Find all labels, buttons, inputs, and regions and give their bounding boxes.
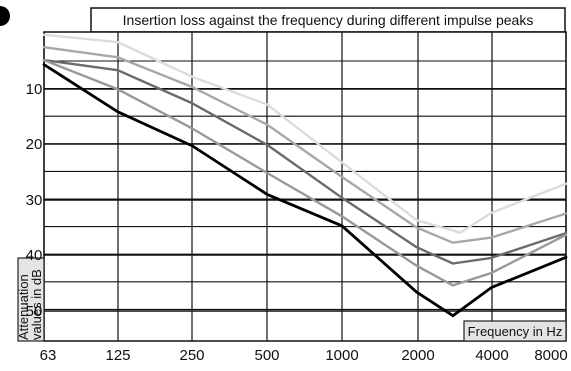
y-tick-10: 10 [26, 81, 43, 98]
chart-title: Insertion loss against the frequency dur… [123, 12, 534, 28]
x-tick-4000: 4000 [475, 347, 508, 364]
x-tick-250: 250 [179, 347, 204, 364]
corner-bullet-icon [0, 6, 10, 26]
x-tick-63: 63 [40, 347, 57, 364]
x-axis-label: Frequency in Hz [468, 324, 563, 339]
plot-frame [44, 32, 566, 341]
x-tick-2000: 2000 [401, 347, 434, 364]
plot-area [44, 32, 566, 341]
x-tick-1000: 1000 [325, 347, 358, 364]
y-tick-20: 20 [26, 136, 43, 153]
y-tick-40: 40 [26, 247, 43, 264]
x-tick-125: 125 [105, 347, 130, 364]
y-tick-30: 30 [26, 192, 43, 209]
x-tick-8000: 8000 [534, 347, 567, 364]
y-tick-50: 50 [26, 303, 43, 320]
x-tick-500: 500 [254, 347, 279, 364]
